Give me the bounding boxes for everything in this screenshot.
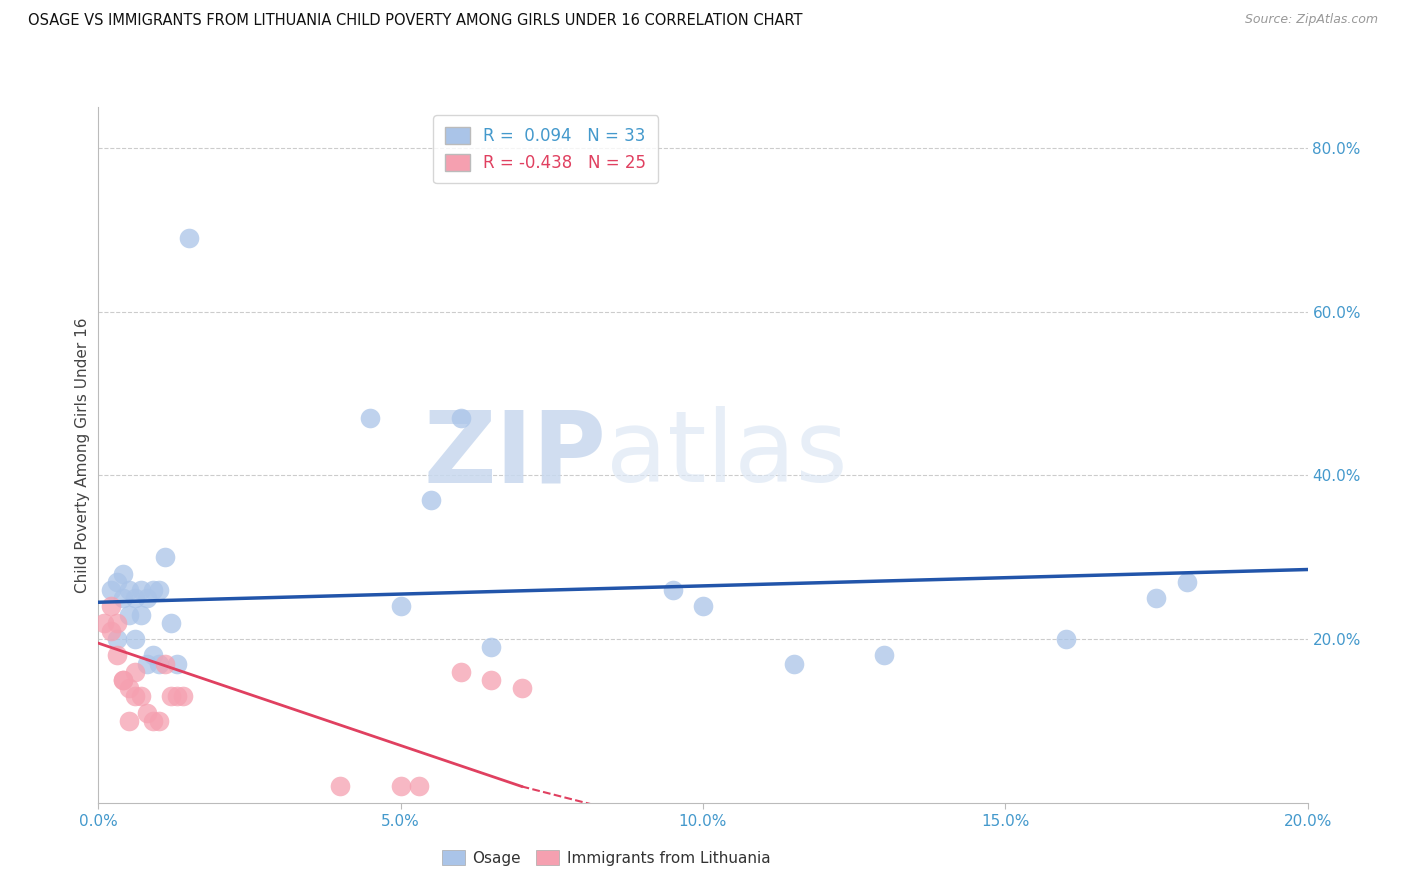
Point: [118, 681, 141, 696]
Point: [105, 574, 128, 589]
Point: [172, 690, 194, 704]
Point: [450, 665, 472, 679]
Point: [1175, 574, 1198, 589]
Point: [105, 648, 128, 663]
Point: [105, 632, 128, 646]
Text: OSAGE VS IMMIGRANTS FROM LITHUANIA CHILD POVERTY AMONG GIRLS UNDER 16 CORRELATIO: OSAGE VS IMMIGRANTS FROM LITHUANIA CHILD…: [28, 13, 803, 29]
Point: [166, 657, 188, 671]
Point: [360, 411, 382, 425]
Point: [124, 665, 146, 679]
Point: [179, 231, 201, 245]
Legend: Osage, Immigrants from Lithuania: Osage, Immigrants from Lithuania: [436, 844, 776, 871]
Point: [510, 681, 533, 696]
Point: [129, 582, 152, 597]
Point: [662, 582, 685, 597]
Text: Source: ZipAtlas.com: Source: ZipAtlas.com: [1244, 13, 1378, 27]
Point: [135, 706, 157, 720]
Point: [129, 607, 152, 622]
Text: atlas: atlas: [606, 407, 848, 503]
Point: [481, 673, 503, 687]
Point: [129, 690, 152, 704]
Point: [111, 591, 134, 606]
Point: [692, 599, 714, 614]
Point: [111, 673, 134, 687]
Point: [105, 615, 128, 630]
Point: [329, 780, 352, 794]
Point: [100, 599, 122, 614]
Point: [481, 640, 503, 655]
Point: [142, 648, 165, 663]
Y-axis label: Child Poverty Among Girls Under 16: Child Poverty Among Girls Under 16: [75, 318, 90, 592]
Point: [118, 714, 141, 728]
Point: [148, 657, 170, 671]
Point: [118, 582, 141, 597]
Point: [148, 582, 170, 597]
Point: [1054, 632, 1077, 646]
Point: [148, 714, 170, 728]
Point: [783, 657, 806, 671]
Point: [873, 648, 896, 663]
Point: [124, 690, 146, 704]
Point: [1144, 591, 1167, 606]
Point: [135, 591, 157, 606]
Point: [142, 714, 165, 728]
Point: [142, 582, 165, 597]
Point: [160, 615, 183, 630]
Point: [111, 566, 134, 581]
Point: [166, 690, 188, 704]
Point: [408, 780, 430, 794]
Point: [420, 492, 443, 507]
Point: [389, 599, 412, 614]
Point: [124, 591, 146, 606]
Point: [111, 673, 134, 687]
Point: [124, 632, 146, 646]
Point: [100, 582, 122, 597]
Text: ZIP: ZIP: [423, 407, 606, 503]
Point: [153, 657, 176, 671]
Point: [118, 607, 141, 622]
Point: [389, 780, 412, 794]
Point: [160, 690, 183, 704]
Point: [100, 624, 122, 638]
Point: [153, 550, 176, 565]
Point: [135, 657, 157, 671]
Point: [450, 411, 472, 425]
Point: [93, 615, 115, 630]
